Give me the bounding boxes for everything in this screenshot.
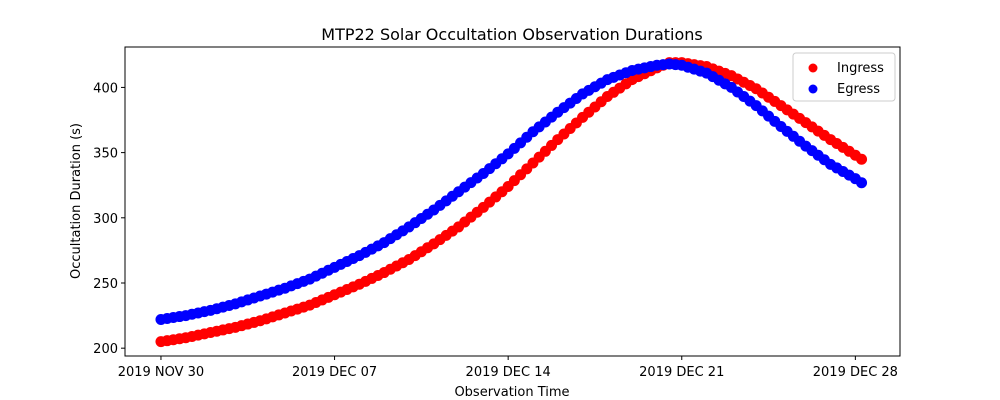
x-tick-label: 2019 DEC 07 — [292, 365, 377, 380]
legend-label-egress: Egress — [837, 82, 880, 97]
x-tick-label: 2019 DEC 14 — [466, 365, 551, 380]
egress-series — [155, 58, 868, 325]
y-tick-label: 350 — [93, 147, 118, 162]
y-tick-label: 300 — [93, 212, 118, 227]
chart-title: MTP22 Solar Occultation Observation Dura… — [321, 25, 702, 44]
legend-marker-egress — [808, 84, 818, 94]
x-axis-label: Observation Time — [454, 385, 569, 400]
y-tick-label: 250 — [93, 277, 118, 292]
legend-label-ingress: Ingress — [837, 61, 884, 76]
legend-marker-ingress — [808, 63, 818, 73]
ingress-point — [856, 153, 868, 165]
legend: Ingress Egress — [792, 52, 896, 102]
x-axis-ticks: 2019 NOV 30 2019 DEC 07 2019 DEC 14 2019 DE… — [118, 356, 898, 380]
legend-frame — [792, 52, 896, 102]
ingress-series — [155, 57, 868, 348]
egress-point — [856, 177, 868, 189]
plot-area-frame — [124, 46, 901, 357]
x-tick-label: 2019 DEC 28 — [813, 365, 898, 380]
y-tick-label: 400 — [93, 81, 118, 96]
y-axis-label: Occultation Duration (s) — [69, 123, 84, 279]
y-axis-ticks: 200 250 300 350 400 — [93, 81, 125, 357]
y-tick-label: 200 — [93, 342, 118, 357]
x-tick-label: 2019 NOV 30 — [118, 365, 205, 380]
x-tick-label: 2019 DEC 21 — [639, 365, 724, 380]
